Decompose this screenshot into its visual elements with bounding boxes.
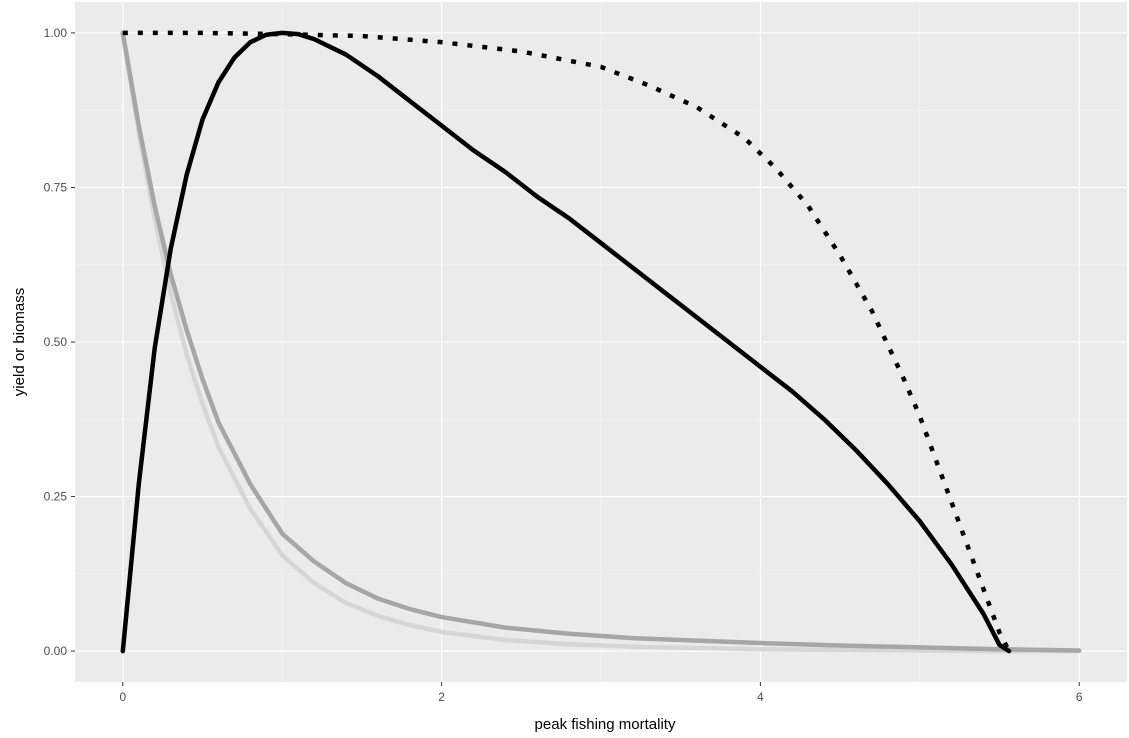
y-tick-label: 0.50 bbox=[44, 335, 68, 349]
y-tick-label: 1.00 bbox=[44, 26, 68, 40]
x-axis-title: peak fishing mortality bbox=[535, 716, 676, 733]
x-tick-label: 2 bbox=[438, 690, 445, 704]
series-line-yield bbox=[120, 30, 1012, 654]
series-layer bbox=[120, 30, 1082, 654]
series-line-light-grey bbox=[120, 30, 1082, 654]
y-axis-title: yield or biomass bbox=[11, 288, 28, 396]
series-line-dark-grey bbox=[120, 30, 1082, 653]
x-tick-label: 0 bbox=[119, 690, 126, 704]
y-tick-label: 0.75 bbox=[44, 180, 68, 194]
x-tick-label: 6 bbox=[1076, 690, 1083, 704]
x-tick-label: 4 bbox=[757, 690, 764, 704]
grid-major bbox=[75, 2, 1127, 682]
y-tick-label: 0.00 bbox=[44, 644, 68, 658]
y-tick-label: 0.25 bbox=[44, 490, 68, 504]
y-axis: 0.00 0.25 0.50 0.75 1.00 bbox=[44, 26, 75, 658]
x-axis: 0 2 4 6 bbox=[119, 682, 1083, 704]
